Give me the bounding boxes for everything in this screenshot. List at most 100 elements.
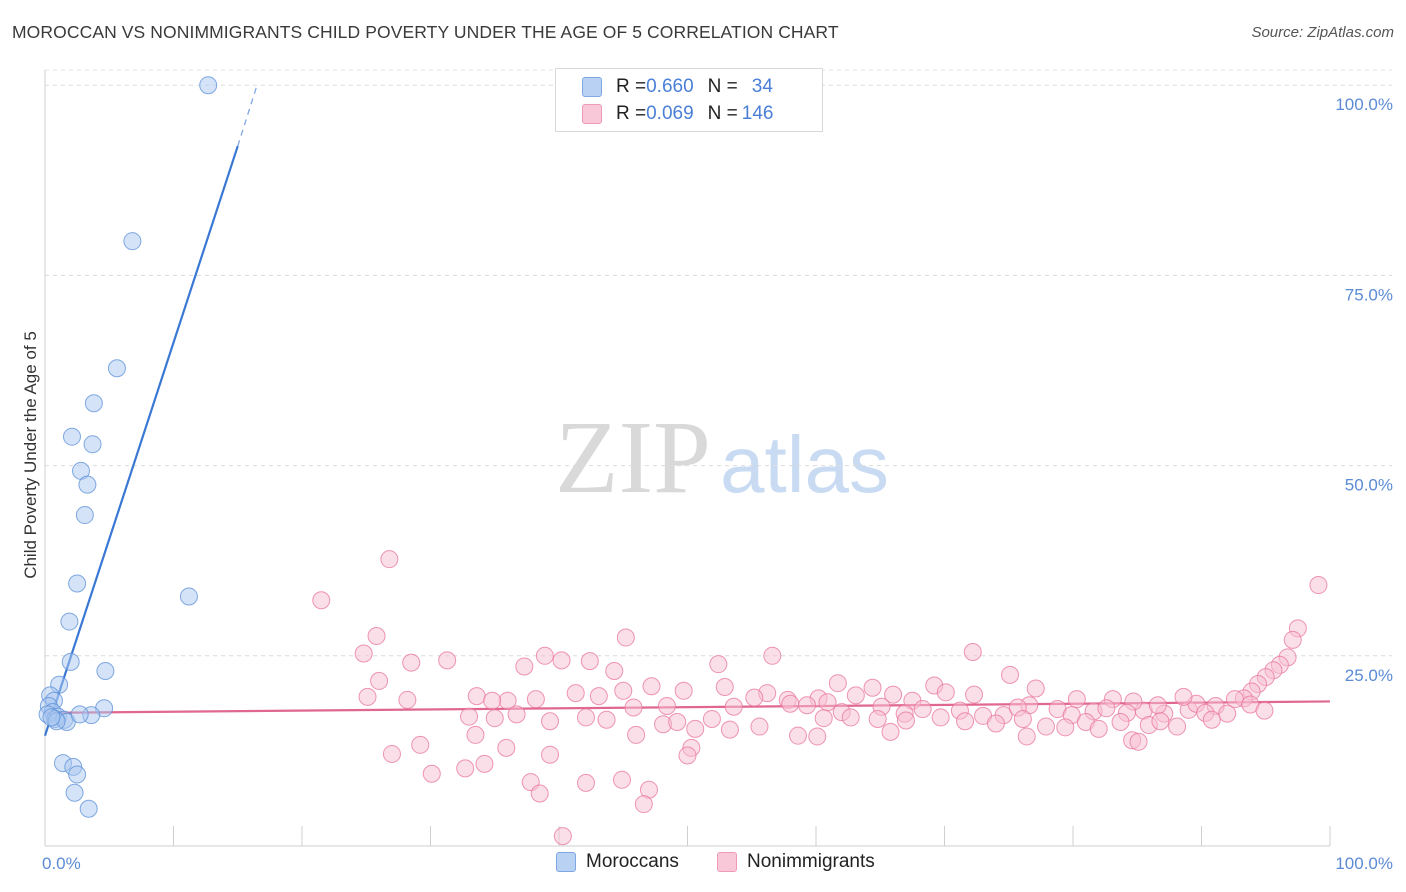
nonimmigrants-point [642, 677, 661, 696]
n-value: 34 [751, 76, 773, 97]
nonimmigrants-point [715, 677, 734, 696]
nonimmigrants-point [1097, 699, 1116, 718]
gridlines [45, 69, 1392, 657]
nonimmigrants-point [709, 655, 728, 674]
nonimmigrants-point [657, 697, 676, 716]
nonimmigrants-point [402, 653, 421, 672]
nonimmigrants-swatch-icon [582, 104, 602, 124]
nonimmigrants-point [789, 726, 808, 745]
nonimmigrants-point [380, 550, 399, 569]
nonimmigrants-point [616, 628, 635, 647]
moroccans-point [199, 76, 218, 95]
nonimmigrants-point [507, 705, 526, 724]
nonimmigrants-point [828, 674, 847, 693]
nonimmigrants-point [1148, 696, 1167, 715]
x-tick-label-start: 0.0% [42, 854, 81, 873]
nonimmigrants-point [956, 712, 975, 731]
nonimmigrants-point [686, 719, 705, 738]
axis-ticks: 25.0% 50.0% 75.0% 100.0% 0.0% 100.0% [42, 95, 1393, 873]
nonimmigrants-point [1001, 665, 1020, 684]
nonimmigrants-point [605, 662, 624, 681]
nonimmigrants-point [1309, 576, 1328, 595]
n-value: 146 [741, 103, 774, 124]
nonimmigrants-point [868, 709, 887, 728]
y-tick-label: 25.0% [1345, 666, 1393, 685]
legend-item-moroccans[interactable]: Moroccans [556, 851, 679, 873]
y-tick-label: 100.0% [1335, 95, 1393, 114]
nonimmigrants-point [1013, 709, 1032, 728]
moroccans-point [79, 799, 98, 818]
legend-item-nonimmigrants[interactable]: Nonimmigrants [717, 851, 875, 873]
y-axis-title: Child Poverty Under the Age of 5 [21, 331, 40, 579]
nonimmigrants-point [612, 770, 631, 789]
y-tick-label: 75.0% [1345, 285, 1393, 304]
moroccans-point [179, 587, 198, 606]
y-tick-label: 50.0% [1345, 476, 1393, 495]
nonimmigrants-point [674, 681, 693, 700]
nonimmigrants-point [1026, 679, 1045, 698]
nonimmigrants-point [634, 795, 653, 814]
nonimmigrants-point [354, 644, 373, 663]
moroccans-point [62, 427, 81, 446]
nonimmigrants-point [576, 708, 595, 727]
nonimmigrants-point [624, 698, 643, 717]
moroccans-swatch-icon [582, 77, 602, 97]
nonimmigrants-point [884, 685, 903, 704]
moroccans-point [61, 652, 80, 671]
watermark-atlas-text: atlas [720, 420, 889, 509]
nonimmigrants-point [382, 744, 401, 763]
nonimmigrants-point [1056, 718, 1075, 737]
r-label: R = [616, 76, 647, 97]
nonimmigrants-point [1283, 630, 1302, 649]
nonimmigrants-point [627, 725, 646, 744]
nonimmigrants-point [541, 745, 560, 764]
nonimmigrants-point [724, 697, 743, 716]
legend-label-moroccans: Moroccans [586, 851, 679, 872]
nonimmigrants-point [535, 646, 554, 665]
moroccans-point [42, 708, 61, 727]
watermark-zip-text: ZIP [555, 400, 711, 515]
r-value: 0.069 [646, 103, 694, 124]
nonimmigrants-point [913, 700, 932, 719]
nonimmigrants-point [818, 693, 837, 712]
moroccans-point [84, 394, 103, 413]
nonimmigrants-point [467, 687, 486, 706]
moroccans-legend-icon [556, 852, 576, 872]
moroccans-point [70, 705, 89, 724]
nonimmigrants-point [460, 707, 479, 726]
legend-label-nonimmigrants: Nonimmigrants [747, 851, 875, 872]
nonimmigrants-point [1202, 710, 1221, 729]
nonimmigrants-point [965, 685, 984, 704]
nonimmigrants-point [614, 681, 633, 700]
nonimmigrants-point [475, 754, 494, 773]
nonimmigrants-point [312, 591, 331, 610]
moroccans-trend-extension [237, 85, 258, 147]
nonimmigrants-point [398, 690, 417, 709]
nonimmigrants-point [1255, 701, 1274, 720]
stats-row-moroccans: R = 0.660 N = 34 [582, 75, 773, 99]
nonimmigrants-point [466, 725, 485, 744]
chart-source: Source: ZipAtlas.com [1251, 24, 1394, 41]
nonimmigrants-point [422, 764, 441, 783]
nonimmigrants-point [1151, 712, 1170, 731]
nonimmigrants-point [515, 657, 534, 676]
nonimmigrants-point [589, 687, 608, 706]
nonimmigrants-point [367, 627, 386, 646]
nonimmigrants-point [1067, 690, 1086, 709]
nonimmigrants-point [936, 683, 955, 702]
nonimmigrants-legend-icon [717, 852, 737, 872]
nonimmigrants-point [702, 709, 721, 728]
nonimmigrants-point [1037, 717, 1056, 736]
stats-row-nonimmigrants: R = 0.069 N = 146 [582, 102, 773, 126]
nonimmigrants-point [1174, 687, 1193, 706]
nonimmigrants-point [411, 735, 430, 754]
nonimmigrants-point [1129, 732, 1148, 751]
x-tick-label-end: 100.0% [1335, 854, 1393, 873]
nonimmigrants-point [526, 690, 545, 709]
nonimmigrants-point [456, 759, 475, 778]
nonimmigrants-point [541, 712, 560, 731]
nonimmigrants-point [814, 709, 833, 728]
n-label: N = [707, 76, 738, 97]
moroccans-point [78, 475, 97, 494]
nonimmigrants-point [530, 784, 549, 803]
